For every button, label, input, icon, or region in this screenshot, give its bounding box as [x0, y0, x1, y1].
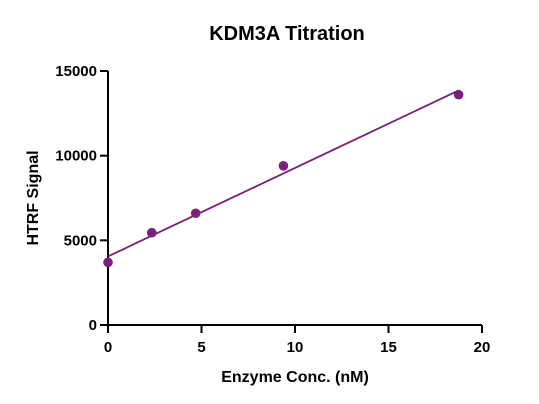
- y-tick-label: 0: [89, 317, 97, 334]
- data-point: [146, 227, 157, 238]
- y-tick-label: 15000: [55, 63, 97, 80]
- fit-line: [107, 89, 460, 258]
- x-tick-label: 5: [197, 339, 205, 356]
- x-tick-label: 10: [287, 339, 304, 356]
- y-tick-label: 10000: [55, 148, 97, 165]
- x-tick-label: 0: [104, 339, 112, 356]
- axes: 0 5 10 15 20 0 5000 10000 15000: [55, 63, 490, 356]
- x-tick-label: 20: [474, 339, 491, 356]
- data-point: [278, 161, 289, 171]
- chart-title: KDM3A Titration: [209, 23, 365, 45]
- y-tick-label: 5000: [64, 232, 97, 249]
- data-points: [103, 89, 464, 268]
- fit-line-group: [107, 89, 460, 258]
- data-point: [453, 89, 464, 100]
- data-point: [190, 208, 201, 219]
- x-tick-label: 15: [380, 339, 397, 356]
- x-axis-label: Enzyme Conc. (nM): [221, 369, 369, 386]
- y-axis-label: HTRF Signal: [25, 150, 42, 245]
- data-point: [103, 257, 113, 268]
